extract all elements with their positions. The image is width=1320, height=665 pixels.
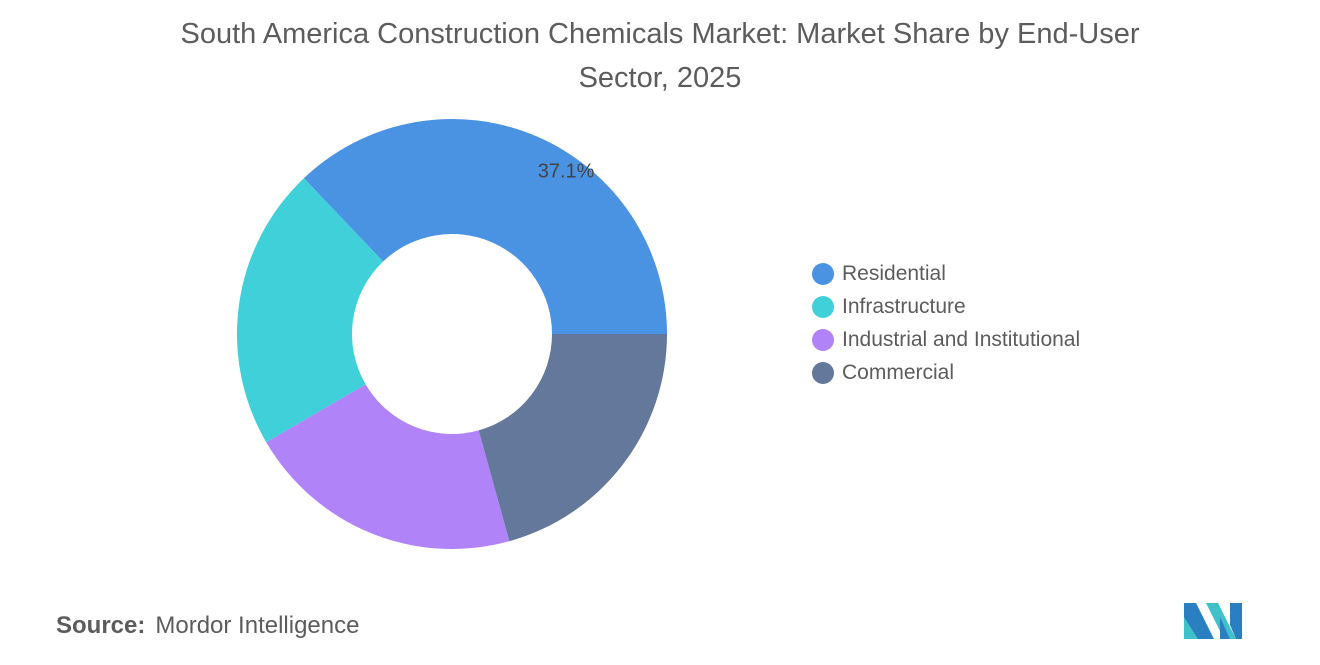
legend-label: Industrial and Institutional [842, 327, 1081, 351]
slice-infrastructure [236, 178, 384, 443]
legend-swatch [812, 361, 834, 384]
slice-commercial [478, 334, 667, 542]
source-note: Source: Mordor Intelligence [56, 612, 359, 640]
source-text: Mordor Intelligence [155, 612, 360, 639]
legend-item: Industrial and Institutional [812, 323, 1080, 356]
mordor-logo [1184, 603, 1242, 639]
legend: Residential Infrastructure Industrial and … [812, 257, 1080, 389]
legend-label: Infrastructure [842, 294, 966, 318]
legend-item: Residential [812, 257, 1080, 290]
legend-swatch [812, 295, 834, 318]
legend-label: Commercial [842, 360, 955, 384]
legend-item: Infrastructure [812, 290, 1080, 323]
legend-label: Residential [842, 261, 946, 285]
legend-swatch [812, 262, 834, 285]
source-label: Source: [56, 612, 146, 639]
slice-industrial-and-institutional [266, 384, 510, 549]
legend-swatch [812, 328, 834, 351]
chart-title: South America Construction Chemicals Mar… [180, 18, 1140, 94]
slice-residential [303, 118, 667, 334]
data-label: 37.1% [538, 161, 595, 183]
legend-item: Commercial [812, 356, 1080, 389]
